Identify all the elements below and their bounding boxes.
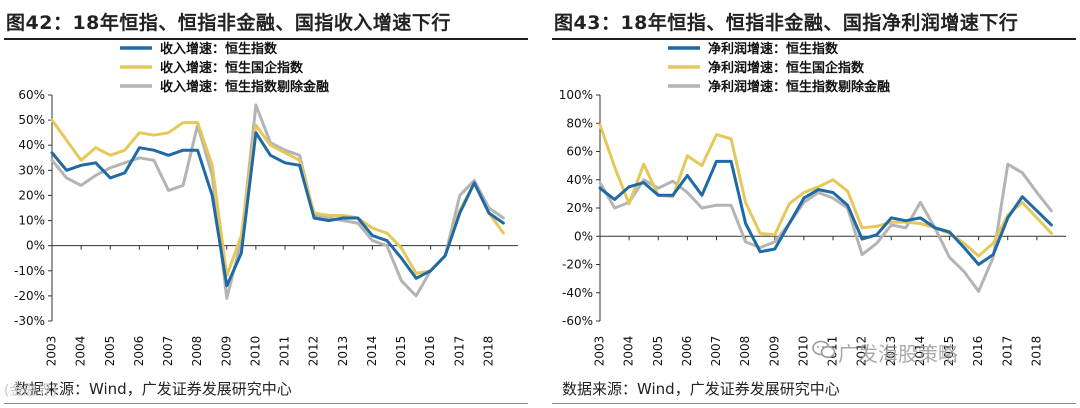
y-tick-label: 40%	[18, 138, 45, 152]
x-tick-label: 2009	[767, 336, 781, 367]
series-line-2	[50, 103, 505, 300]
series-line-0	[598, 159, 1053, 266]
x-tick-label: 2005	[651, 336, 665, 367]
y-tick-label: 60%	[566, 145, 593, 159]
bottom-divider	[4, 403, 528, 404]
y-tick-label: 10%	[18, 214, 45, 228]
x-tick-label: 2007	[161, 336, 175, 367]
legend-label: 收入增速：恒生指数剔除金融	[160, 79, 329, 95]
x-tick-label: 2012	[307, 336, 321, 367]
y-tick-label: 80%	[566, 116, 593, 130]
legend-label: 收入增速：恒生国企指数	[160, 60, 304, 76]
y-tick-label: 20%	[18, 188, 45, 202]
y-tick-label: 50%	[18, 113, 45, 127]
x-tick-label: 2009	[219, 336, 233, 367]
chart-title: 图42：18年恒指、恒指非金融、国指收入增速下行	[6, 12, 451, 34]
x-tick-label: 2014	[365, 336, 379, 367]
legend-label: 净利润增速：恒生国企指数	[708, 60, 865, 76]
x-tick-label: 2018	[1029, 336, 1043, 367]
title-divider	[4, 38, 528, 40]
x-tick-label: 2013	[884, 336, 898, 367]
series-line-2	[598, 162, 1053, 293]
x-tick-label: 2005	[103, 336, 117, 367]
y-tick-label: 20%	[566, 201, 593, 215]
legend-label: 净利润增速：恒生指数剔除金融	[708, 79, 890, 95]
x-tick-label: 2014	[913, 336, 927, 367]
x-tick-label: 2006	[132, 336, 146, 367]
y-tick-label: 30%	[18, 163, 45, 177]
x-tick-label: 2010	[796, 336, 810, 367]
source-note: 数据来源：Wind，广发证券发展研究中心	[562, 380, 840, 398]
x-tick-label: 2010	[248, 336, 262, 367]
x-tick-label: 2012	[855, 336, 869, 367]
x-tick-label: 2003	[593, 336, 607, 367]
chart-title: 图43：18年恒指、恒指非金融、国指净利润增速下行	[554, 12, 1019, 34]
x-tick-label: 2018	[481, 336, 495, 367]
wechat-icon	[812, 340, 836, 359]
x-tick-label: 2004	[622, 336, 636, 367]
x-tick-label: 2007	[709, 336, 723, 367]
source-note: 数据来源：Wind，广发证券发展研究中心	[14, 380, 292, 398]
y-tick-label: -60%	[562, 314, 593, 328]
x-tick-label: 2011	[278, 336, 292, 367]
y-tick-label: 0%	[26, 239, 45, 253]
series-line-0	[50, 131, 505, 288]
x-tick-label: 2017	[1000, 336, 1014, 367]
y-tick-label: -10%	[14, 264, 45, 278]
legend-label: 收入增速：恒生指数	[160, 41, 278, 57]
y-tick-label: -40%	[562, 286, 593, 300]
x-tick-label: 2015	[394, 336, 408, 367]
y-tick-label: 0%	[574, 229, 593, 243]
watermark: 广发海股策略	[838, 342, 958, 366]
x-tick-label: 2015	[942, 336, 956, 367]
x-tick-label: 2003	[45, 336, 59, 367]
y-tick-label: 100%	[559, 88, 593, 102]
y-tick-label: -20%	[14, 289, 45, 303]
series-line-1	[50, 118, 505, 278]
x-tick-label: 2008	[738, 336, 752, 367]
x-tick-label: 2016	[971, 336, 985, 367]
x-tick-label: 2016	[423, 336, 437, 367]
bottom-divider	[552, 403, 1076, 404]
title-divider	[552, 38, 1076, 40]
chart-panel-revenue: 图42：18年恒指、恒指非金融、国指收入增速下行 收入增速：恒生指数 收入增速：恒…	[4, 0, 528, 408]
y-tick-label: 60%	[18, 88, 45, 102]
x-tick-label: 2008	[190, 336, 204, 367]
chart-panel-profit: 图43：18年恒指、恒指非金融、国指净利润增速下行 净利润增速：恒生指数 净利润增…	[552, 0, 1076, 408]
y-tick-label: -30%	[14, 314, 45, 328]
watermark-left: (金融界)	[4, 383, 57, 399]
x-tick-label: 2013	[336, 336, 350, 367]
x-tick-label: 2017	[452, 336, 466, 367]
y-tick-label: 40%	[566, 173, 593, 187]
x-tick-label: 2006	[680, 336, 694, 367]
y-tick-label: -20%	[562, 258, 593, 272]
legend-label: 净利润增速：恒生指数	[708, 41, 839, 57]
x-tick-label: 2004	[74, 336, 88, 367]
